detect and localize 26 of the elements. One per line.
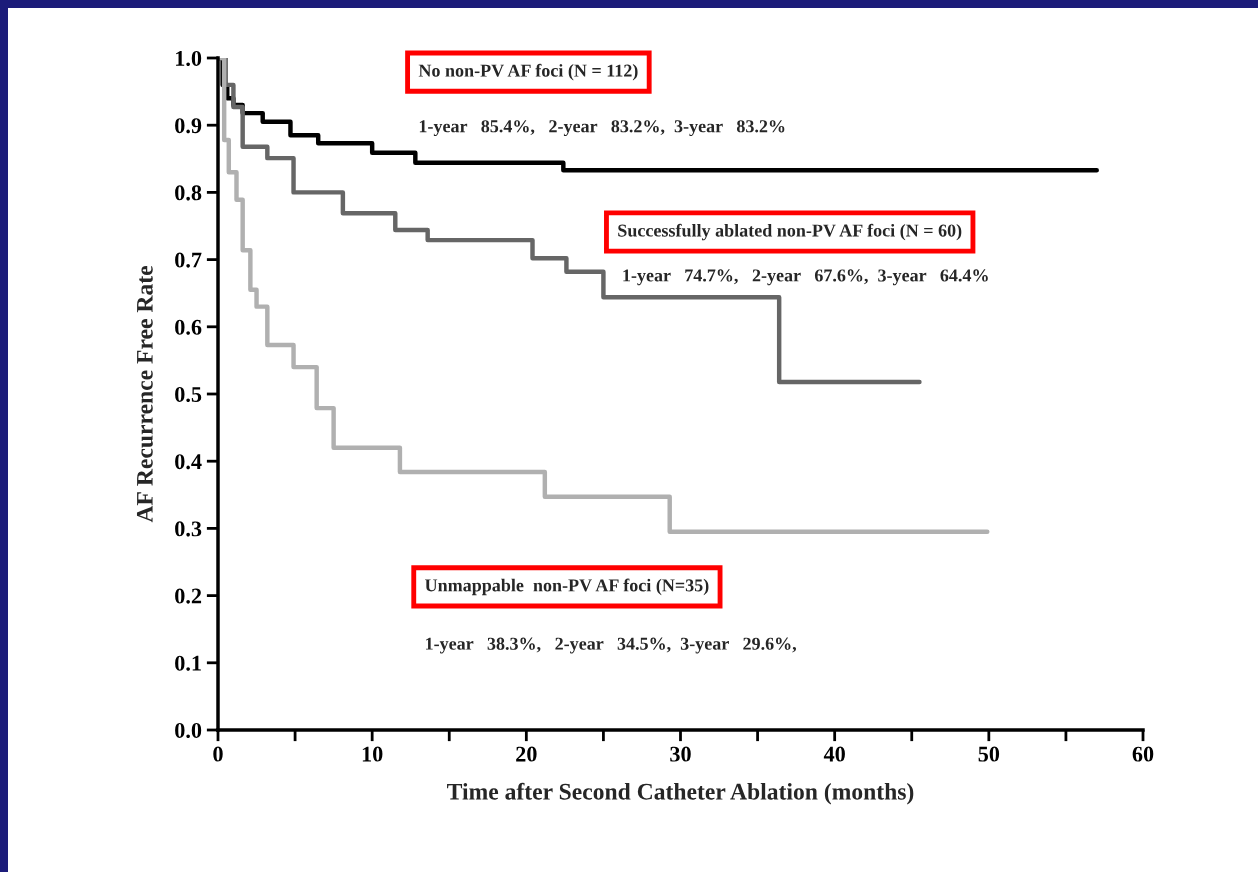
y-tick-label: 0.9 [175, 118, 202, 134]
annotation: Successfully ablated non-PV AF foci (N = 60) [618, 223, 962, 241]
y-tick-label: 0.4 [175, 454, 202, 470]
annotation: No non-PV AF foci (N = 112) [418, 63, 638, 81]
annotation: 1-year 85.4%, 2-year 83.2%, 3-year 83.2% [419, 120, 785, 137]
x-tick-label: 20 [516, 746, 537, 762]
y-axis-title: AF Recurrence Free Rate [136, 266, 153, 523]
y-tick-label: 0.1 [175, 655, 201, 671]
annotation: Unmappable non-PV AF foci (N=35) [425, 578, 709, 596]
x-tick-label: 50 [978, 746, 1000, 762]
x-tick-label: 30 [670, 746, 691, 762]
y-tick-label: 0.7 [175, 252, 202, 268]
y-tick-label: 0.0 [175, 722, 202, 739]
y-tick-label: 0.5 [175, 386, 202, 403]
x-tick-label: 0 [213, 746, 223, 762]
y-tick-label: 0.8 [175, 185, 202, 201]
x-tick-label: 10 [362, 746, 383, 762]
y-tick-label: 0.2 [175, 588, 202, 604]
y-tick-label: 1.0 [176, 50, 202, 67]
y-tick-label: 0.3 [175, 521, 202, 537]
annotation: 1-year 74.7%, 2-year 67.6%, 3-year 64.4% [623, 269, 988, 286]
x-axis-title: Time after Second Catheter Ablation (months) [447, 782, 914, 805]
x-tick-label: 40 [823, 746, 845, 762]
x-tick-label: 60 [1132, 746, 1154, 762]
annotation: 1-year 38.3%, 2-year 34.5%, 3-year 29.6%, [426, 637, 797, 654]
y-tick-label: 0.6 [175, 319, 202, 335]
